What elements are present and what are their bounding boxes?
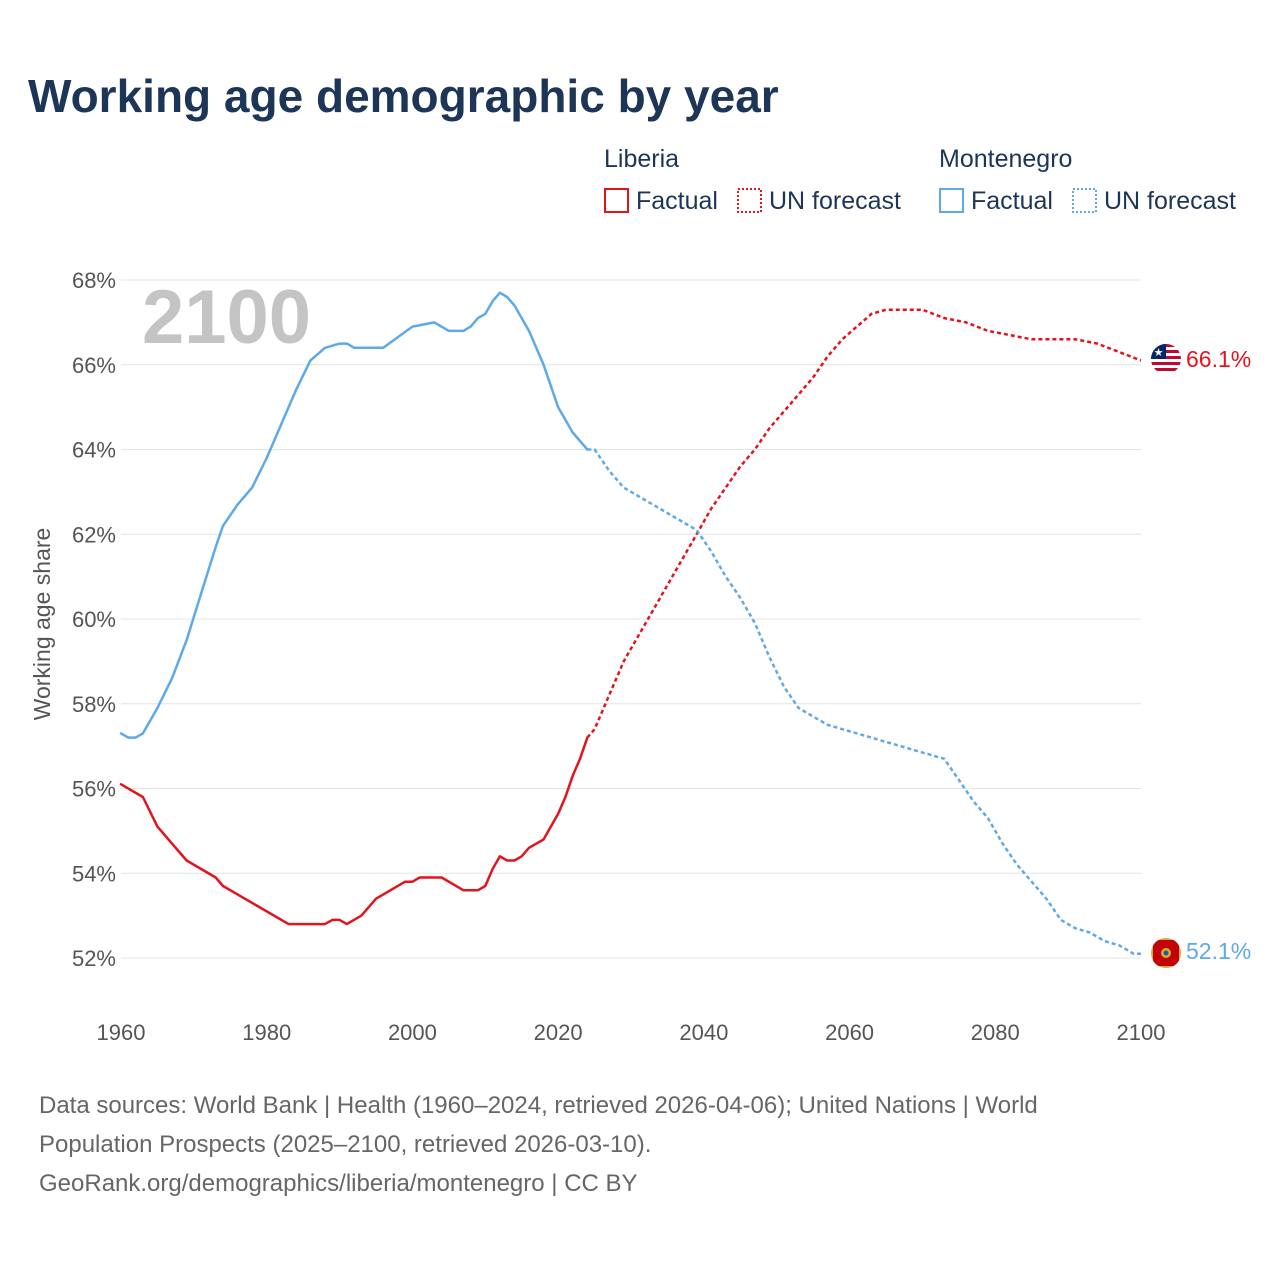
legend-swatch-liberia-factual — [604, 188, 629, 213]
montenegro-factual-line[interactable] — [119, 291, 589, 739]
y-tick-label: 56% — [72, 777, 116, 802]
liberia-factual-line[interactable] — [119, 736, 589, 926]
x-tick-label: 2060 — [825, 1020, 874, 1045]
x-tick-label: 2020 — [534, 1020, 583, 1045]
y-tick-label: 68% — [72, 268, 116, 293]
montenegro-flag-icon — [1151, 938, 1181, 968]
svg-text:★: ★ — [1154, 346, 1164, 359]
source-line-1: Data sources: World Bank | Health (1960–… — [39, 1092, 1038, 1119]
legend-label-liberia-forecast[interactable]: UN forecast — [769, 187, 901, 215]
chart-title: Working age demographic by year — [28, 70, 779, 122]
legend: Liberia Factual UN forecast Montenegro F… — [604, 145, 1236, 215]
y-tick-label: 54% — [72, 861, 116, 886]
x-tick-label: 1980 — [242, 1020, 291, 1045]
legend-label-montenegro-factual[interactable]: Factual — [971, 187, 1053, 215]
year-watermark: 2100 — [142, 275, 311, 360]
x-tick-label: 2040 — [679, 1020, 728, 1045]
legend-group-montenegro: Montenegro — [939, 145, 1072, 173]
y-axis-label: Working age share — [29, 528, 55, 721]
montenegro-forecast-line[interactable] — [587, 448, 1141, 956]
montenegro-end-value: 52.1% — [1186, 938, 1251, 964]
x-tick-label: 1960 — [97, 1020, 146, 1045]
liberia-end-value: 66.1% — [1186, 346, 1251, 372]
x-tick-label: 2000 — [388, 1020, 437, 1045]
y-tick-label: 60% — [72, 607, 116, 632]
liberia-flag-icon: ★ — [1151, 344, 1181, 374]
y-tick-label: 52% — [72, 946, 116, 971]
y-tick-label: 66% — [72, 353, 116, 378]
y-tick-label: 64% — [72, 438, 116, 463]
y-tick-label: 58% — [72, 692, 116, 717]
legend-swatch-montenegro-forecast — [1072, 188, 1097, 213]
legend-swatch-liberia-forecast — [737, 188, 762, 213]
legend-swatch-montenegro-factual — [939, 188, 964, 213]
legend-label-montenegro-forecast[interactable]: UN forecast — [1104, 187, 1236, 215]
x-tick-label: 2100 — [1117, 1020, 1166, 1045]
source-link[interactable]: GeoRank.org/demographics/liberia/montene… — [39, 1170, 638, 1197]
source-line-2: Population Prospects (2025–2100, retriev… — [39, 1131, 651, 1158]
legend-label-liberia-factual[interactable]: Factual — [636, 187, 718, 215]
liberia-forecast-line[interactable] — [586, 308, 1142, 739]
y-tick-label: 62% — [72, 522, 116, 547]
x-tick-label: 2080 — [971, 1020, 1020, 1045]
legend-group-liberia: Liberia — [604, 145, 679, 173]
plot-area: 52% 54% 56% 58% 60% 62% 64% 66% 68% 1960 1980 2000 2… — [72, 268, 1166, 1045]
